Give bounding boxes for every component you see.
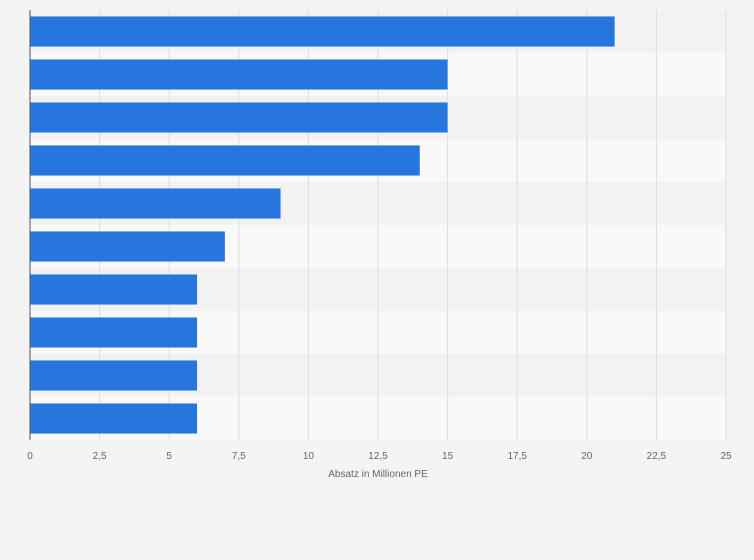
bar xyxy=(30,317,198,348)
bars xyxy=(30,16,615,434)
bar xyxy=(30,145,420,176)
x-tick-label: 7,5 xyxy=(232,451,246,462)
x-axis-title: Absatz in Millionen PE xyxy=(328,469,428,480)
x-tick-label: 5 xyxy=(166,451,172,462)
x-tick-label: 20 xyxy=(581,451,593,462)
bar xyxy=(30,403,198,434)
bar xyxy=(30,59,448,90)
bar xyxy=(30,274,198,305)
x-tick-label: 0 xyxy=(27,451,33,462)
bar xyxy=(30,188,281,219)
bar xyxy=(30,360,198,391)
x-tick-label: 2,5 xyxy=(93,451,107,462)
x-tick-label: 22,5 xyxy=(647,451,667,462)
bar xyxy=(30,231,225,262)
bar xyxy=(30,16,615,47)
x-tick-label: 17,5 xyxy=(507,451,527,462)
x-tick-labels: 0 2,5 5 7,5 10 12,5 15 17,5 20 22,5 25 xyxy=(27,451,732,462)
x-tick-label: 10 xyxy=(303,451,315,462)
x-tick-label: 15 xyxy=(442,451,454,462)
bar xyxy=(30,102,448,133)
x-tick-label: 25 xyxy=(720,451,732,462)
x-tick-label: 12,5 xyxy=(368,451,388,462)
